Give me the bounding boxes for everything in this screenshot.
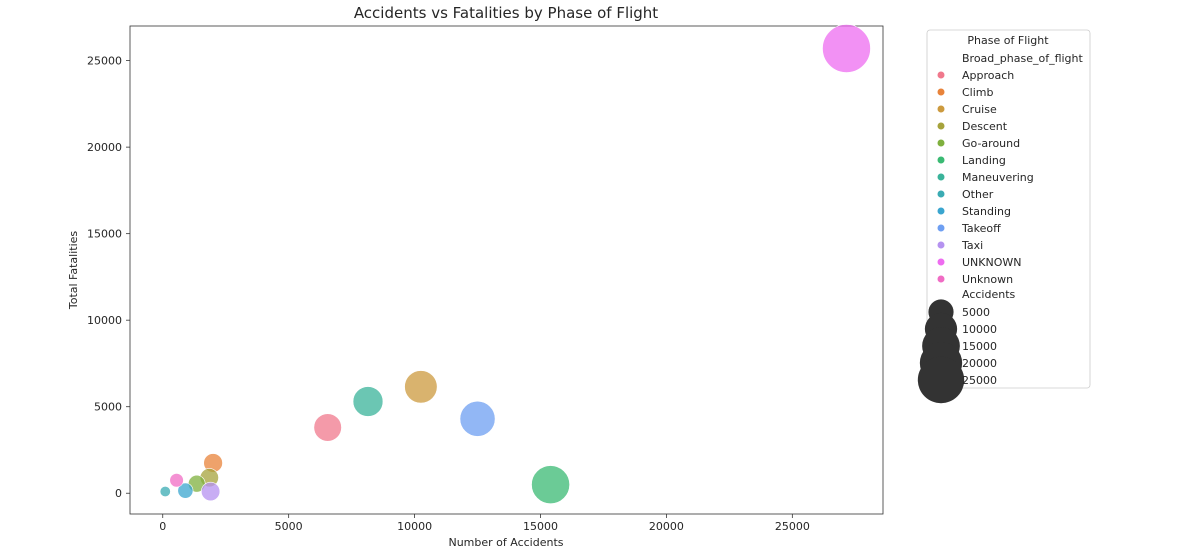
legend-marker — [937, 156, 945, 164]
legend-marker — [937, 224, 945, 232]
point-taxi — [200, 481, 221, 502]
y-axis: 0 5000 10000 15000 20000 25000 — [87, 55, 130, 500]
x-tick-label: 15000 — [523, 520, 558, 533]
legend-marker — [937, 173, 945, 181]
legend-marker — [937, 241, 945, 249]
plot-frame — [129, 25, 884, 515]
legend-marker — [937, 190, 945, 198]
x-axis: 0 5000 10000 15000 20000 25000 — [159, 514, 810, 533]
point-approach — [313, 413, 342, 442]
legend-marker — [937, 139, 945, 147]
y-tick-label: 0 — [115, 487, 122, 500]
point-standing — [177, 482, 194, 499]
legend-size-label: 20000 — [962, 357, 997, 370]
legend-title: Phase of Flight — [967, 34, 1049, 47]
point-maneuvering — [352, 386, 384, 417]
legend-marker — [937, 207, 945, 215]
legend-item-label: Maneuvering — [962, 171, 1034, 184]
y-tick-label: 20000 — [87, 141, 122, 154]
legend-item-label: Go-around — [962, 137, 1020, 150]
legend-marker — [937, 275, 945, 283]
legend-size-label: 10000 — [962, 323, 997, 336]
legend-size-label: 5000 — [962, 306, 990, 319]
legend-item-label: Other — [962, 188, 994, 201]
point-unknown — [822, 24, 871, 73]
point-unknown — [169, 473, 184, 488]
data-points — [159, 24, 871, 504]
point-takeoff — [459, 400, 496, 437]
legend-size-label: 15000 — [962, 340, 997, 353]
point-cruise — [404, 370, 438, 404]
y-tick-label: 15000 — [87, 228, 122, 241]
legend-item-label: Takeoff — [961, 222, 1001, 235]
legend-item-label: Approach — [962, 69, 1014, 82]
legend-item-label: Unknown — [962, 273, 1013, 286]
x-tick-label: 5000 — [275, 520, 303, 533]
legend-item-label: Descent — [962, 120, 1008, 133]
legend-item-label: UNKNOWN — [962, 256, 1022, 269]
legend-item-label: Standing — [962, 205, 1011, 218]
legend-item-label: Taxi — [961, 239, 983, 252]
x-tick-label: 0 — [159, 520, 166, 533]
legend-size-header: Accidents — [962, 288, 1016, 301]
legend-item-label: Landing — [962, 154, 1006, 167]
legend-hue-header: Broad_phase_of_flight — [962, 52, 1084, 65]
y-tick-label: 25000 — [87, 55, 122, 68]
y-tick-label: 5000 — [94, 401, 122, 414]
legend-frame — [926, 29, 1091, 389]
chart-title: Accidents vs Fatalities by Phase of Flig… — [354, 4, 658, 22]
legend-marker — [937, 71, 945, 79]
x-tick-label: 20000 — [649, 520, 684, 533]
x-tick-label: 25000 — [775, 520, 810, 533]
y-axis-label: Total Fatalities — [67, 231, 80, 311]
legend-size-marker — [917, 356, 965, 404]
legend-marker — [937, 258, 945, 266]
legend-item-label: Climb — [962, 86, 994, 99]
y-tick-label: 10000 — [87, 314, 122, 327]
legend: Phase of Flight Broad_phase_of_flight Ap… — [917, 29, 1091, 404]
x-tick-label: 10000 — [397, 520, 432, 533]
legend-marker — [937, 122, 945, 130]
point-other — [159, 485, 171, 498]
legend-item-label: Cruise — [962, 103, 997, 116]
legend-size-label: 25000 — [962, 374, 997, 387]
point-landing — [531, 465, 570, 504]
x-axis-label: Number of Accidents — [448, 536, 563, 549]
legend-marker — [937, 105, 945, 113]
legend-marker — [937, 88, 945, 96]
